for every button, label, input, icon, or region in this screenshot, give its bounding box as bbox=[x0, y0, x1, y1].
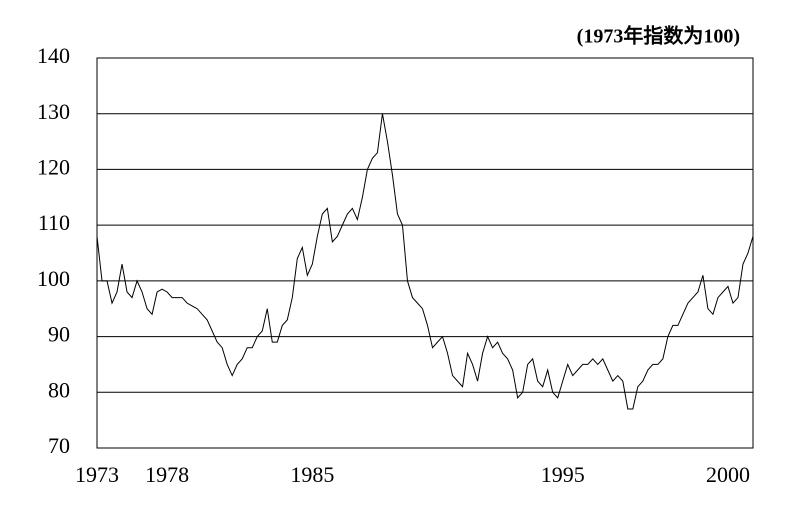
x-tick-label: 1973 bbox=[75, 462, 119, 487]
y-tick-label: 110 bbox=[38, 210, 70, 235]
annotation: (1973年指数为100) bbox=[577, 24, 740, 48]
x-tick-label: 1978 bbox=[145, 462, 189, 487]
y-tick-label: 90 bbox=[48, 322, 70, 347]
y-tick-label: 70 bbox=[48, 433, 70, 458]
y-tick-label: 130 bbox=[37, 99, 70, 124]
y-tick-label: 120 bbox=[37, 154, 70, 179]
plot-frame bbox=[96, 57, 754, 449]
data-line bbox=[96, 113, 754, 410]
x-tick-label: 2000 bbox=[706, 462, 750, 487]
y-tick-label: 100 bbox=[37, 266, 70, 291]
y-tick-label: 80 bbox=[48, 377, 70, 402]
x-tick-label: 1995 bbox=[541, 462, 585, 487]
y-tick-label: 140 bbox=[37, 43, 70, 68]
x-tick-label: 1985 bbox=[290, 462, 334, 487]
